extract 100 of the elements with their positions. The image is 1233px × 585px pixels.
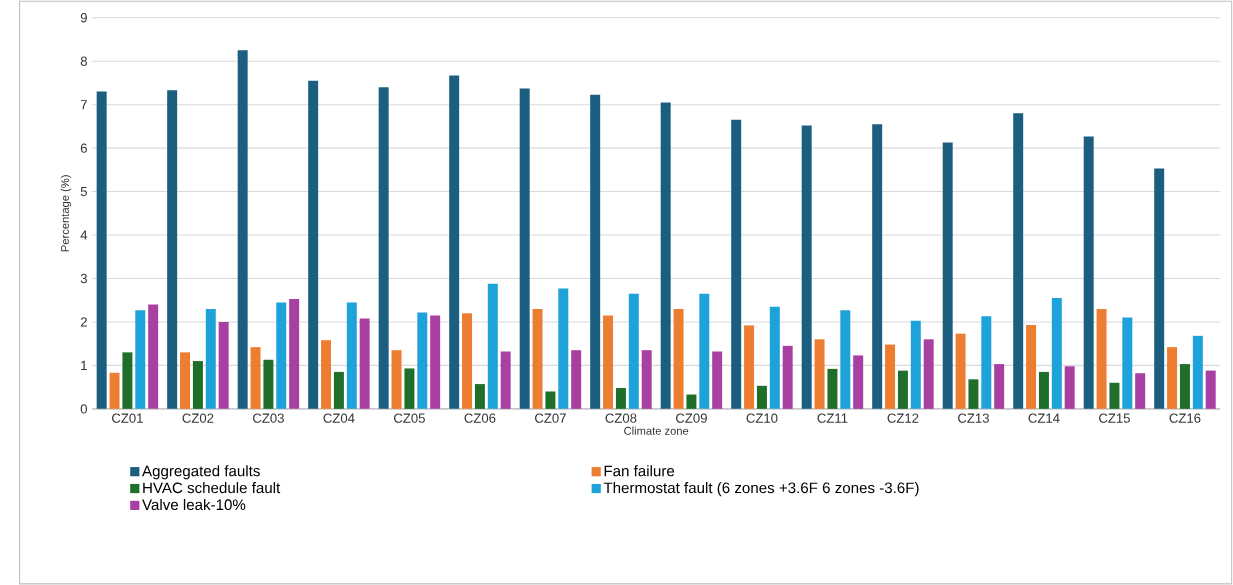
x-tick-label: CZ10 [746,413,778,423]
bar [955,333,966,409]
bar [731,119,742,409]
bar [321,340,332,409]
legend-label: Valve leak-10% [142,498,246,510]
bar [519,88,530,409]
bar [308,80,319,409]
bar [417,312,428,409]
bar [359,318,370,409]
bar [1109,382,1120,409]
bar [628,293,639,409]
bar [500,351,511,409]
bar [872,124,883,409]
bar [462,313,473,409]
bar [1013,113,1024,409]
legend-label: HVAC schedule fault [143,481,281,494]
x-tick-label: CZ15 [1099,413,1130,423]
bar [897,370,908,409]
bar [827,368,838,409]
bar [1083,136,1094,409]
bar [180,352,191,409]
bar [430,315,441,409]
bar [814,339,825,409]
bar [673,308,684,409]
bar [615,387,626,409]
legend-label: Fan failure [604,465,675,477]
bar [1026,324,1037,409]
bar [237,50,248,409]
x-tick-label: CZ16 [1169,413,1201,423]
x-tick-label: CZ03 [253,413,284,423]
bar [135,310,146,409]
x-axis-title: Climate zone [624,426,689,435]
bar [487,283,498,409]
y-tick-label: 1 [81,360,87,370]
bar [699,293,710,409]
bar [1096,308,1107,409]
bar [276,302,287,409]
bar [263,359,274,409]
bar [942,142,953,409]
bar [1192,335,1203,409]
bar [994,364,1005,409]
x-tick-label: CZ05 [394,413,425,423]
bar [840,310,851,409]
y-tick-label: 3 [80,273,87,284]
legend-label: Aggregated faults [142,465,260,480]
bar [744,325,755,409]
legend-label: Thermostat fault (6 zones +3.6F 6 zones -3.6F) [603,481,919,497]
bar [558,288,569,409]
bar [853,355,864,409]
x-tick-label: CZ08 [605,413,637,423]
x-tick-label: CZ04 [323,413,355,423]
bar [1038,371,1049,409]
y-tick-label: 0 [80,404,87,414]
bar [532,308,543,409]
bar [686,394,697,409]
bar [449,75,460,409]
x-tick-label: CZ12 [887,413,919,423]
bar [218,321,229,409]
y-tick-label: 8 [80,56,87,66]
bar [1179,364,1190,409]
bar [545,391,556,409]
bar [122,352,133,409]
bar [769,306,780,409]
bar [1122,317,1133,409]
bar [192,360,203,409]
bar [603,315,614,409]
bar [1167,347,1178,409]
y-tick-label: 7 [80,100,87,110]
y-axis-title: Percentage (%) [60,175,72,252]
bar [782,345,793,409]
bar [641,350,652,409]
bar [167,90,178,409]
bar [148,304,159,409]
bar [885,344,896,409]
bar [378,87,389,409]
y-tick-label: 5 [80,186,87,197]
x-tick-label: CZ09 [676,413,707,423]
bar [109,372,120,409]
y-tick-label: 4 [80,230,88,240]
bar [1154,168,1165,409]
bar [1135,373,1146,409]
bar [404,368,415,409]
bar [590,94,601,409]
bar [96,91,107,409]
x-tick-label: CZ14 [1028,413,1060,423]
x-tick-label: CZ02 [182,413,214,423]
bar [712,351,723,409]
bar [289,298,300,409]
bar [391,350,402,409]
y-tick-label: 9 [80,13,87,23]
x-tick-label: CZ13 [958,413,989,423]
y-tick-label: 6 [80,143,87,153]
bar [923,339,934,409]
x-tick-label: CZ07 [535,413,566,423]
bar [1205,370,1216,409]
x-tick-label: CZ11 [817,413,848,423]
bar [205,308,216,409]
bar [660,102,671,409]
bar [333,371,344,409]
y-tick-label: 2 [80,317,87,327]
